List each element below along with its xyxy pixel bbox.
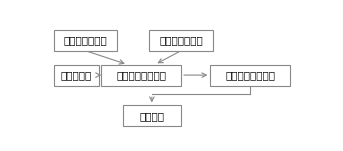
Text: 公交站点选址布局: 公交站点选址布局 [116, 70, 166, 80]
Text: 最佳方案: 最佳方案 [139, 111, 164, 121]
Text: 灵敏度参数: 灵敏度参数 [60, 70, 92, 80]
FancyBboxPatch shape [54, 30, 117, 51]
FancyBboxPatch shape [123, 105, 181, 126]
FancyBboxPatch shape [54, 65, 99, 86]
FancyBboxPatch shape [102, 65, 181, 86]
FancyBboxPatch shape [210, 65, 290, 86]
Text: 细菌觅食优化算法: 细菌觅食优化算法 [225, 70, 275, 80]
Text: 道路的拓扑结构: 道路的拓扑结构 [159, 35, 203, 45]
Text: 乘客的空间分布: 乘客的空间分布 [63, 35, 107, 45]
FancyBboxPatch shape [149, 30, 213, 51]
